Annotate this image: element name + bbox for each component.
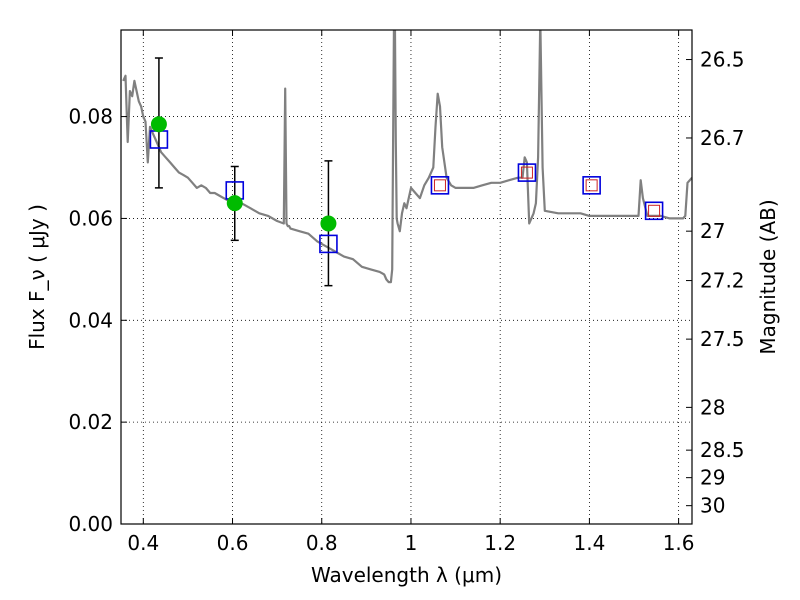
grid <box>121 30 692 524</box>
model-box <box>582 176 601 195</box>
x-axis-label: Wavelength λ (μm) <box>311 563 502 587</box>
y-tick-label: 0.08 <box>68 105 113 129</box>
model-box-inner <box>585 179 598 192</box>
x-tick-label: 1 <box>405 531 418 555</box>
y-tick-label: 0.02 <box>68 410 113 434</box>
right-tick-label: 28.5 <box>700 438 745 462</box>
right-tick-label: 26.7 <box>700 126 745 150</box>
observed-layer <box>150 116 337 232</box>
spectrum-layer <box>122 30 692 284</box>
model-box <box>644 201 664 221</box>
y-axis-label: Flux F_ν ( μJy ) <box>25 204 49 350</box>
right-tick-label: 30 <box>700 494 725 518</box>
right-tick-label: 27 <box>700 219 725 243</box>
model-layer <box>149 130 664 254</box>
x-tick-label: 1.6 <box>663 531 695 555</box>
y-tick-label: 0.00 <box>68 512 113 536</box>
axis-ticks: 0.4 0.6 0.8 1 1.2 1.4 1.6 0.00 0.02 0.04 0.06 0.08 2… <box>68 30 745 555</box>
spectrum-line <box>122 30 692 284</box>
right-tick-label: 29 <box>700 466 725 490</box>
plot-frame <box>120 29 693 525</box>
model-box-inner <box>433 179 446 192</box>
observed-point <box>226 195 243 212</box>
y-tick-label: 0.04 <box>68 308 113 332</box>
x-tick-label: 0.6 <box>217 531 249 555</box>
right-tick-label: 28 <box>700 395 725 419</box>
model-box <box>319 234 338 254</box>
observed-point <box>150 116 167 133</box>
right-tick-label: 27.5 <box>700 327 745 351</box>
model-box-inner <box>648 204 661 217</box>
observed-point <box>320 215 337 232</box>
y-axis-right-label: Magnitude (AB) <box>756 199 780 354</box>
model-box <box>430 176 450 195</box>
right-tick-label: 26.5 <box>700 48 745 72</box>
errorbar-layer <box>154 57 333 287</box>
x-tick-label: 0.4 <box>127 531 159 555</box>
model-box-inner <box>520 166 533 179</box>
x-tick-label: 1.2 <box>484 531 516 555</box>
model-box <box>517 163 537 182</box>
x-tick-label: 0.8 <box>306 531 338 555</box>
y-tick-label: 0.06 <box>68 206 113 230</box>
x-tick-label: 1.4 <box>573 531 605 555</box>
right-tick-label: 27.2 <box>700 269 745 293</box>
